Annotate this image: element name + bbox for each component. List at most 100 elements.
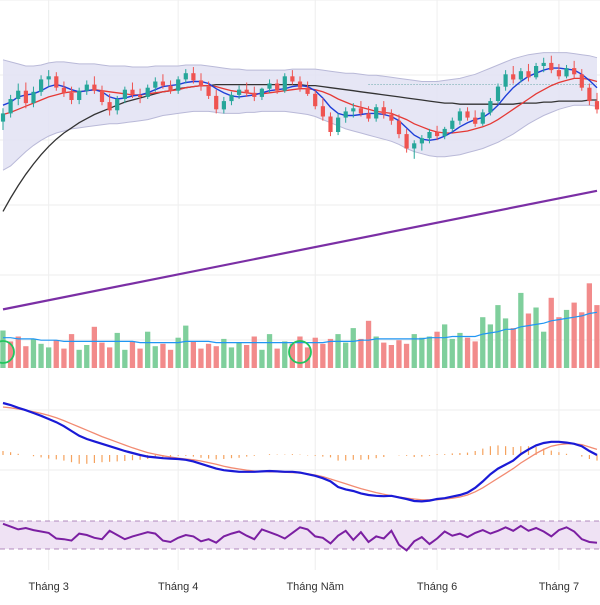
candle-body	[77, 90, 82, 100]
volume-bar	[320, 343, 326, 368]
candle-body	[541, 62, 546, 66]
candle-body	[518, 71, 523, 80]
volume-panel	[0, 283, 600, 368]
volume-bar	[297, 336, 303, 368]
volume-bar	[518, 292, 524, 368]
candle-body	[358, 108, 363, 114]
volume-bar	[449, 338, 455, 368]
candle-body	[282, 76, 287, 91]
volume-average-line	[3, 311, 598, 344]
candle-body	[31, 91, 36, 104]
candle-body	[61, 87, 66, 93]
volume-bar	[563, 309, 570, 368]
volume-bar	[464, 337, 471, 368]
volume-bar	[358, 338, 364, 368]
candle-body	[23, 90, 28, 104]
candle-body	[92, 84, 97, 91]
volume-bar	[419, 337, 425, 368]
candle-body	[389, 114, 394, 121]
candle-body	[259, 88, 264, 97]
candle-body	[16, 90, 21, 99]
volume-bar	[571, 302, 577, 368]
x-axis-tick-label: Tháng 6	[417, 581, 457, 593]
candle-body	[252, 92, 257, 97]
candle-body	[39, 79, 44, 92]
volume-bar	[442, 324, 448, 368]
candle-body	[0, 113, 6, 122]
volume-bar	[221, 338, 227, 368]
candle-body	[168, 85, 173, 91]
bollinger-lower-line	[2, 104, 598, 171]
volume-bar	[525, 313, 532, 368]
candle-body	[46, 76, 51, 80]
rsi-panel	[0, 520, 600, 552]
candle-body	[122, 89, 127, 99]
volume-bar	[388, 345, 394, 368]
volume-bar	[304, 347, 311, 368]
signal-highlight-circle	[0, 340, 15, 364]
candle-body	[8, 99, 13, 114]
volume-bar	[228, 347, 235, 368]
volume-bar	[586, 283, 592, 368]
x-axis-tick-label: Tháng Năm	[286, 581, 343, 593]
volume-bar	[350, 328, 356, 368]
candle-body	[130, 89, 135, 95]
volume-bar	[487, 324, 493, 368]
volume-bar	[183, 325, 189, 368]
volume-bar	[396, 340, 402, 368]
candle-body	[328, 116, 333, 132]
volume-bar	[327, 338, 334, 368]
macd-signal-line	[2, 406, 598, 501]
candle-body	[290, 76, 295, 82]
candle-body	[336, 117, 341, 132]
volume-bar	[167, 349, 174, 368]
signal-highlight-circle	[288, 340, 312, 364]
volume-bar	[510, 328, 516, 368]
candle-body	[320, 106, 325, 117]
candle-body	[381, 107, 386, 115]
volume-bar	[205, 343, 212, 368]
volume-bar	[129, 341, 136, 368]
volume-bar	[381, 342, 387, 368]
candle-body	[549, 62, 554, 71]
volume-bar	[472, 341, 478, 368]
candle-body	[69, 92, 74, 100]
volume-bar	[533, 307, 539, 368]
volume-bar	[251, 336, 257, 368]
candle-body	[99, 90, 105, 102]
volume-bar	[198, 348, 204, 368]
volume-bar	[236, 342, 242, 368]
volume-bar	[15, 336, 21, 368]
volume-bar	[434, 331, 440, 368]
candle-body	[183, 73, 188, 80]
volume-bar	[91, 326, 97, 368]
long-moving-average-line	[2, 189, 598, 311]
bollinger-band-area	[3, 52, 597, 171]
volume-bar	[30, 338, 37, 368]
volume-bar	[53, 340, 59, 368]
candle-body	[450, 120, 455, 129]
candle-body	[54, 76, 59, 88]
volume-bar	[312, 337, 318, 368]
candle-body	[229, 94, 234, 102]
candle-body	[556, 70, 561, 77]
volume-bar	[99, 342, 105, 368]
candle-body	[396, 120, 402, 135]
candle-body	[267, 83, 272, 89]
time-axis: Tháng 3 Tháng 4 Tháng Năm Tháng 6 Tháng 7	[29, 581, 580, 593]
candle-body	[313, 93, 318, 107]
candle-body	[572, 68, 577, 75]
volume-bar	[480, 317, 486, 368]
candle-body	[297, 81, 303, 88]
volume-bar	[23, 346, 29, 368]
price-panel	[0, 52, 600, 311]
candle-body	[419, 138, 424, 144]
candle-body	[366, 113, 371, 119]
volume-bar	[160, 343, 166, 368]
volume-bar	[373, 336, 379, 368]
volume-bar	[495, 305, 501, 368]
volume-bar	[259, 349, 265, 368]
volume-bar	[579, 312, 585, 368]
